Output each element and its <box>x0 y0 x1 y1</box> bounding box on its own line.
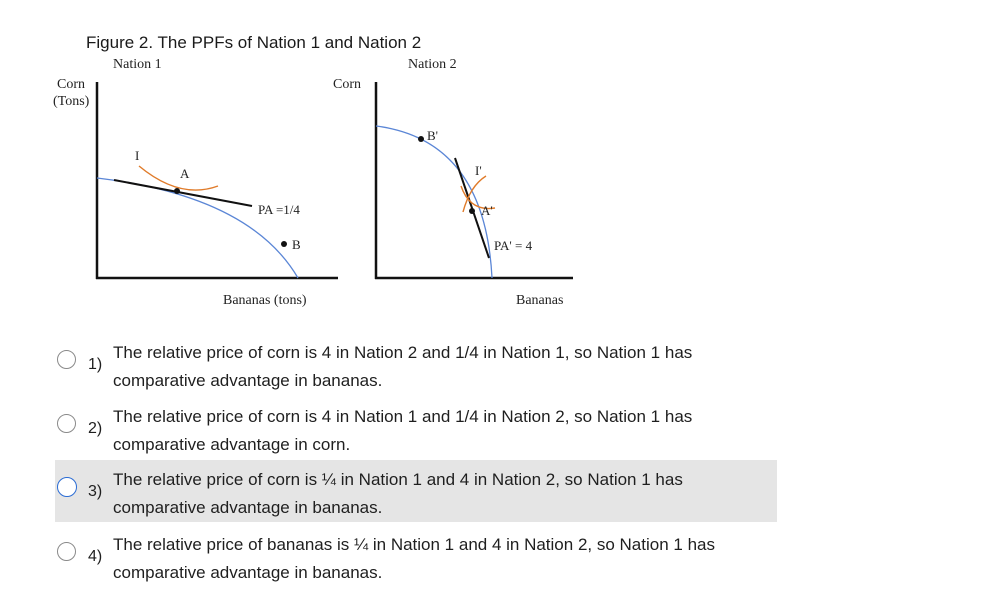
nation1-panel: Nation 1 Corn (Tons) I A PA =1/4 B Banan… <box>53 57 338 308</box>
answer-option-3[interactable]: 3) The relative price of corn is ¼ in Na… <box>55 460 777 522</box>
option-3-radio[interactable] <box>57 477 77 497</box>
option-1-radio[interactable] <box>57 350 76 369</box>
nation1-ppf-curve <box>96 177 299 279</box>
option-2-text: The relative price of corn is 4 in Natio… <box>113 407 693 454</box>
ppf-figure: Figure 2. The PPFs of Nation 1 and Natio… <box>53 33 573 308</box>
nation1-y-label-corn: Corn <box>57 77 85 92</box>
nation2-y-label-corn: Corn <box>333 77 361 92</box>
nation1-point-a-label: A <box>180 166 190 181</box>
option-2-radio[interactable] <box>57 414 76 433</box>
nation2-price-label: PA' = 4 <box>494 238 533 253</box>
nation2-indifference-curve-upper <box>462 175 487 213</box>
answer-option-4[interactable]: 4) The relative price of bananas is ¼ in… <box>55 525 777 587</box>
nation1-point-b-dot <box>281 241 287 247</box>
answer-option-1[interactable]: 1) The relative price of corn is 4 in Na… <box>55 333 777 395</box>
nation1-heading: Nation 1 <box>113 57 162 72</box>
nation1-price-label: PA =1/4 <box>258 202 300 217</box>
nation2-point-b-label: B' <box>427 128 438 143</box>
nation1-x-label: Bananas (tons) <box>223 293 307 308</box>
nation2-ppf-curve <box>375 125 493 279</box>
option-3-text: The relative price of corn is ¼ in Natio… <box>113 470 683 517</box>
option-4-number: 4) <box>88 548 103 565</box>
answer-option-2[interactable]: 2) The relative price of corn is 4 in Na… <box>55 397 777 459</box>
nation2-point-b-dot <box>418 136 424 142</box>
nation2-panel: Nation 2 Corn B' I' A' PA' = 4 Bananas <box>333 57 573 308</box>
nation1-y-label-tons: (Tons) <box>53 94 90 109</box>
nation2-indifference-curve-lower <box>460 185 496 210</box>
option-2-number: 2) <box>88 420 103 437</box>
option-4-radio[interactable] <box>57 542 76 561</box>
nation1-indifference-label: I <box>135 148 139 163</box>
nation1-price-line <box>113 179 253 207</box>
figure-title: Figure 2. The PPFs of Nation 1 and Natio… <box>86 33 421 52</box>
nation2-point-a-label: A' <box>481 203 493 218</box>
option-1-text: The relative price of corn is 4 in Natio… <box>113 343 693 390</box>
nation1-point-a-dot <box>174 188 180 194</box>
nation2-point-a-dot <box>469 208 475 214</box>
nation1-point-b-label: B <box>292 237 301 252</box>
option-1-number: 1) <box>88 356 103 373</box>
nation2-heading: Nation 2 <box>408 57 457 72</box>
option-3-number: 3) <box>88 483 103 500</box>
nation1-indifference-curve <box>138 165 219 191</box>
nation2-x-label: Bananas <box>516 293 563 308</box>
option-4-text: The relative price of bananas is ¼ in Na… <box>113 535 715 582</box>
nation2-indifference-label: I' <box>475 163 482 178</box>
